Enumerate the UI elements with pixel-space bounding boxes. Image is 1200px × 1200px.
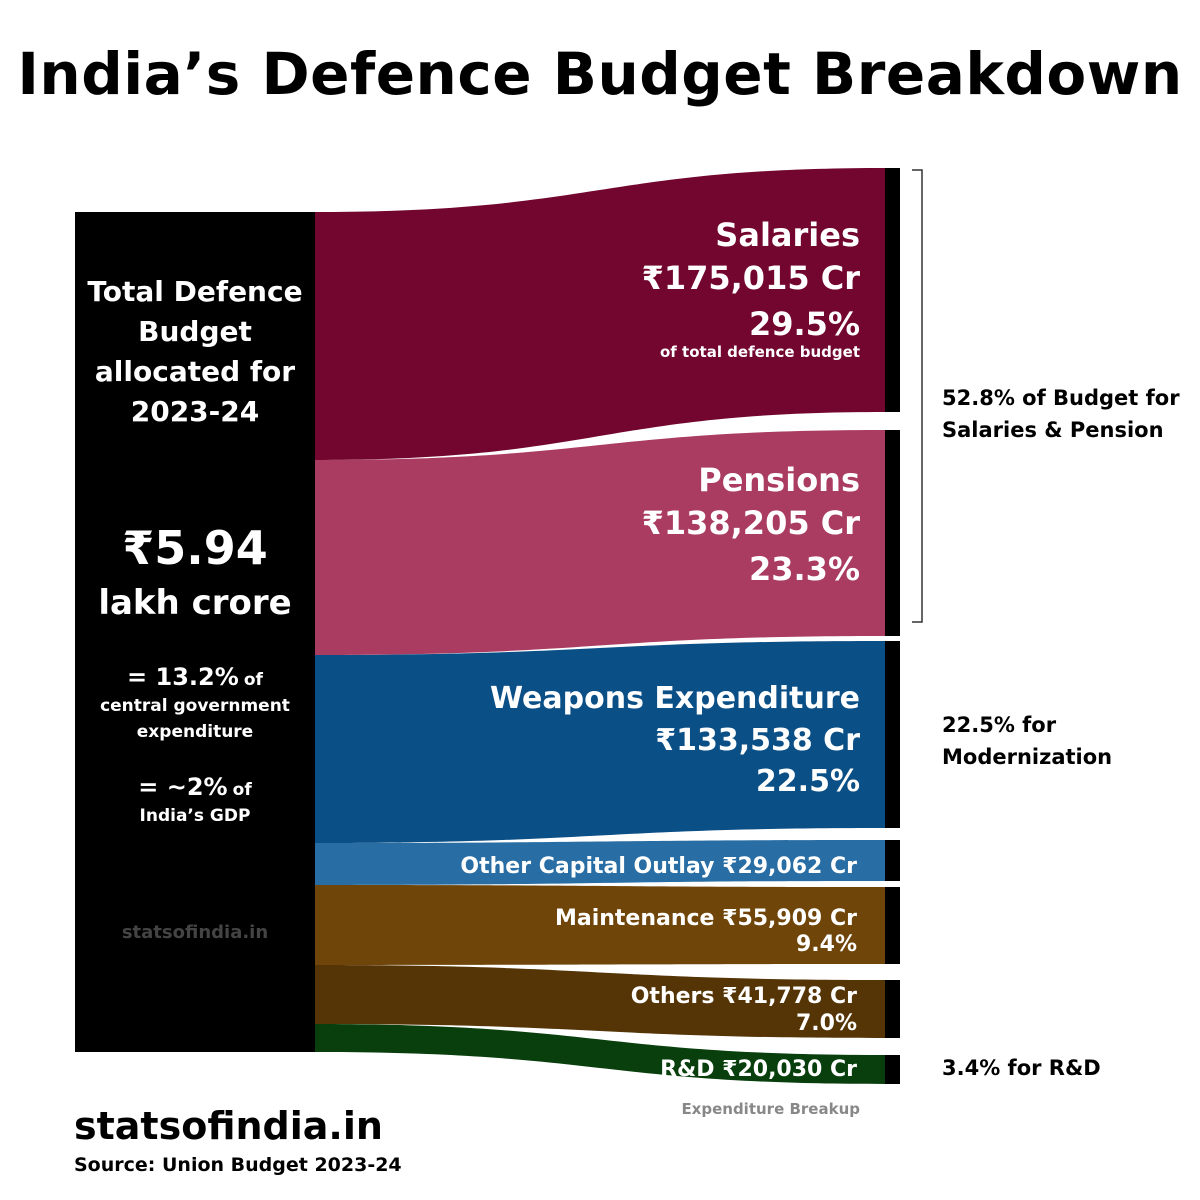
total-budget-label: Total Defence Budget allocated for 2023-… <box>75 272 315 432</box>
group-note-rnd: 3.4% for R&D <box>942 1056 1101 1080</box>
flow-label-rnd: R&D ₹20,030 Cr <box>660 1057 857 1082</box>
flow-maintenance <box>315 885 885 965</box>
group-note-modernization: 22.5% for Modernization <box>942 709 1112 773</box>
flow-label-others: Others ₹41,778 Cr <box>631 984 857 1009</box>
total-budget-box: Total Defence Budget allocated for 2023-… <box>75 212 315 1052</box>
flow-percent-salaries: 29.5% <box>749 305 860 343</box>
node-bar-pensions <box>885 430 900 636</box>
gdp-percent: = ~2% <box>138 773 228 801</box>
flow-percent-weapons: 22.5% <box>756 764 860 799</box>
central-expenditure-note: = 13.2% of central government expenditur… <box>75 664 315 745</box>
central-expenditure-of: of <box>243 670 263 690</box>
flow-rnd <box>315 1024 885 1084</box>
flow-amount-pensions: ₹138,205 Cr <box>642 504 861 542</box>
gdp-text: India’s GDP <box>139 806 251 826</box>
central-expenditure-percent: = 13.2% <box>127 663 239 691</box>
flow-others <box>315 965 885 1038</box>
group-bracket-salaries-pension <box>912 169 923 623</box>
flow-percent-pensions: 23.3% <box>749 550 860 588</box>
flow-percent-others: 7.0% <box>796 1011 857 1036</box>
flow-amount-weapons: ₹133,538 Cr <box>655 723 860 758</box>
chart-caption: Expenditure Breakup <box>681 1100 860 1118</box>
node-bar-maintenance <box>885 887 900 964</box>
group-note-modernization-line1: 22.5% for <box>942 713 1057 737</box>
flow-other-capital-outlay <box>315 840 885 885</box>
group-note-salaries-line2: Salaries & Pension <box>942 418 1164 442</box>
flow-note-salaries: of total defence budget <box>660 343 860 361</box>
flow-label-pensions: Pensions <box>698 461 860 499</box>
node-bar-weapons-expenditure <box>885 641 900 828</box>
node-bar-salaries <box>885 168 900 412</box>
watermark: statsofindia.in <box>121 922 269 943</box>
total-budget-unit: lakh crore <box>98 583 292 623</box>
total-budget-amount: ₹5.94 <box>122 521 268 575</box>
flow-label-maintenance: Maintenance ₹55,909 Cr <box>555 906 857 931</box>
node-bar-other-capital-outlay <box>885 840 900 881</box>
footer-source: Source: Union Budget 2023-24 <box>74 1154 402 1176</box>
flow-percent-maintenance: 9.4% <box>796 932 857 957</box>
group-note-salaries-pension: 52.8% of Budget for Salaries & Pension <box>942 382 1180 446</box>
central-expenditure-text: central government expenditure <box>100 696 290 742</box>
total-budget-bar <box>75 212 315 1052</box>
gdp-of: of <box>232 780 252 800</box>
footer-brand: statsofindia.in <box>74 1104 383 1148</box>
flow-pensions <box>315 430 885 655</box>
flow-label-weapons: Weapons Expenditure <box>490 681 860 716</box>
flow-salaries <box>315 168 885 460</box>
flow-label-other-capital: Other Capital Outlay ₹29,062 Cr <box>460 854 857 879</box>
gdp-note: = ~2% of India’s GDP <box>75 774 315 829</box>
flow-weapons-expenditure <box>315 641 885 843</box>
total-budget-label-text: Total Defence Budget allocated for 2023-… <box>87 275 303 428</box>
flow-amount-salaries: ₹175,015 Cr <box>642 259 861 297</box>
group-note-modernization-line2: Modernization <box>942 745 1113 769</box>
node-bar-rnd <box>885 1055 900 1084</box>
group-note-salaries-line1: 52.8% of Budget for <box>942 386 1180 410</box>
node-bar-others <box>885 980 900 1038</box>
flow-label-salaries: Salaries <box>715 216 860 254</box>
page-title: India’s Defence Budget Breakdown <box>17 40 1183 108</box>
